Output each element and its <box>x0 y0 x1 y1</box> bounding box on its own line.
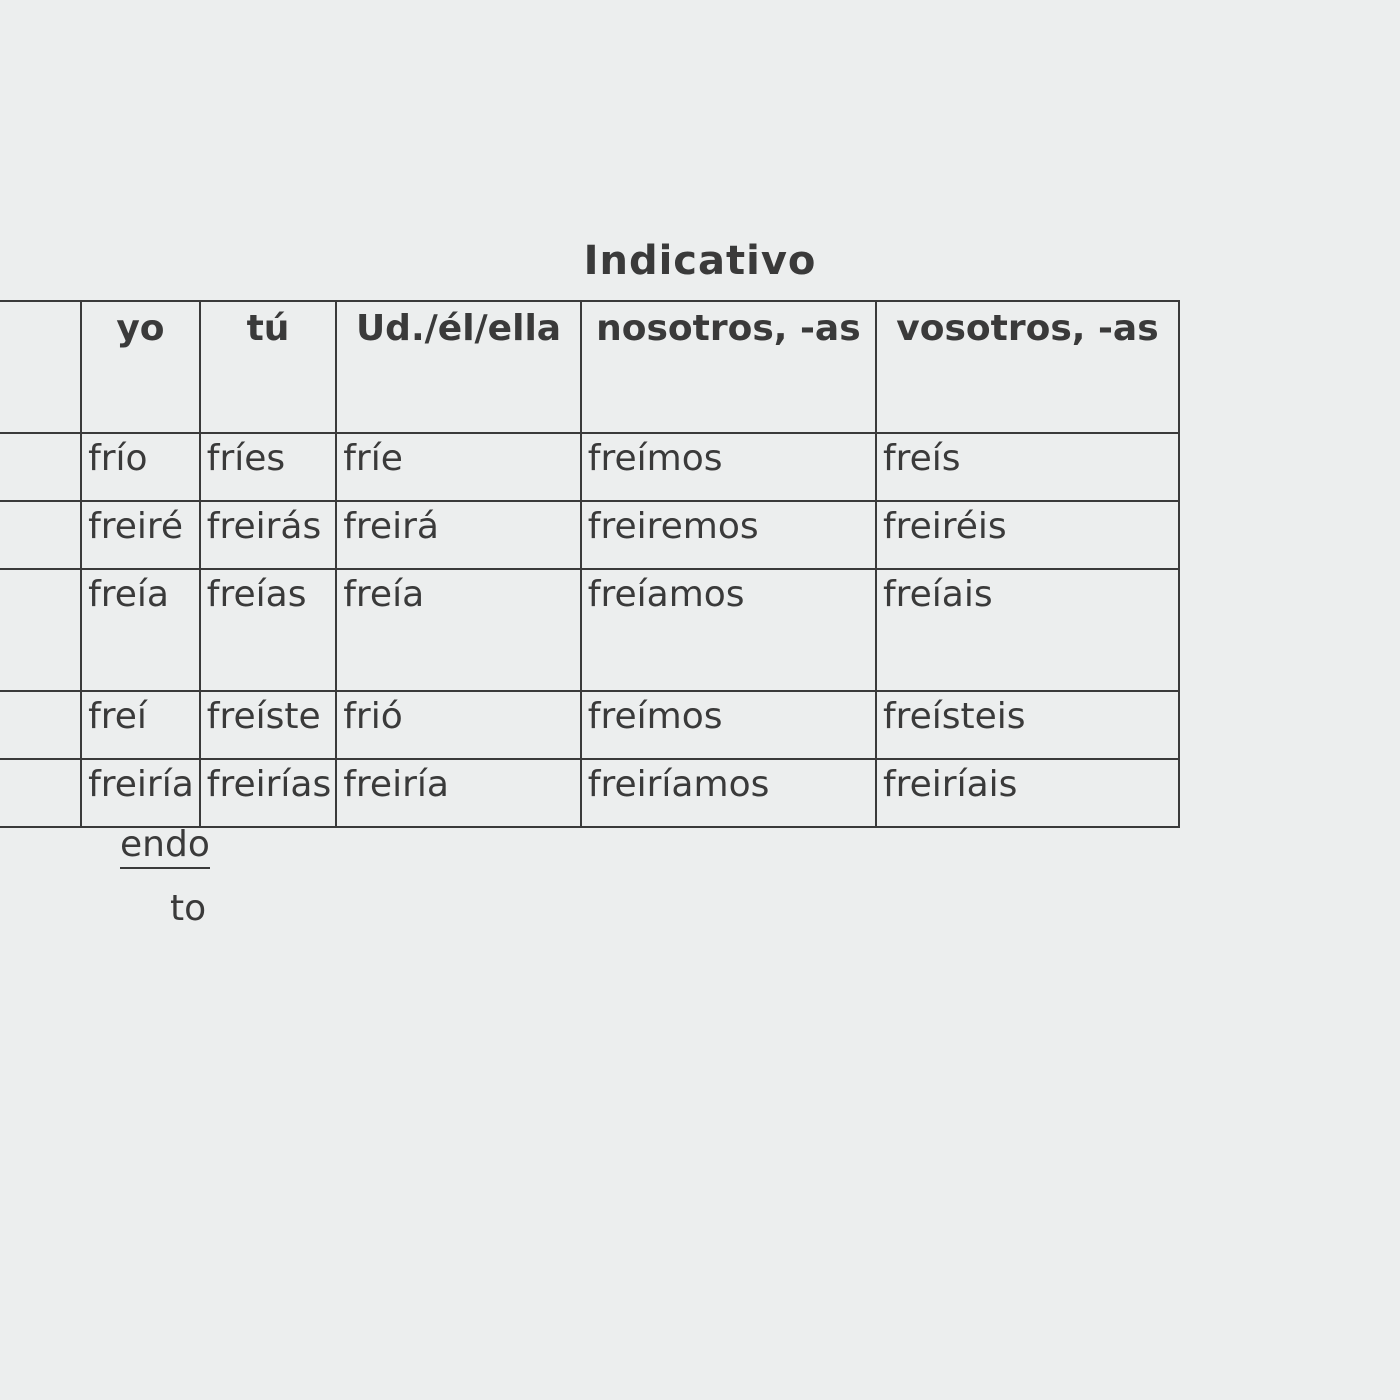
conjugation-cell: freímos <box>581 691 876 759</box>
gerund-line: endo <box>0 824 210 869</box>
conjugation-cell: freías <box>200 569 336 691</box>
conjugation-cell: freirá <box>336 501 581 569</box>
table-row: sed to fry,freíafreíasfreíafreíamosfreía… <box>0 569 1179 691</box>
conjugation-cell: freirías <box>200 759 336 827</box>
english-cell <box>0 501 81 569</box>
conjugation-cell: freímos <box>581 433 876 501</box>
conjugation-cell: freísteis <box>876 691 1179 759</box>
conjugation-cell: freiré <box>81 501 200 569</box>
conjugation-cell: freía <box>336 569 581 691</box>
col-header-english: sh <box>0 301 81 433</box>
conjugation-cell: frío <box>81 433 200 501</box>
conjugation-cell: freíamos <box>581 569 876 691</box>
conjugation-cell: freiréis <box>876 501 1179 569</box>
conjugation-cell: freís <box>876 433 1179 501</box>
conjugation-cell: freíste <box>200 691 336 759</box>
english-cell <box>0 759 81 827</box>
conjugation-cell: freiríais <box>876 759 1179 827</box>
col-header-vosotros: vosotros, -as <box>876 301 1179 433</box>
english-cell <box>0 691 81 759</box>
conjugation-cell: freiría <box>81 759 200 827</box>
conjugation-cell: freiríamos <box>581 759 876 827</box>
table-row: /fríofríesfríefreímosfreís <box>0 433 1179 501</box>
conjugation-cell: fríes <box>200 433 336 501</box>
conjugation-cell: freiría <box>336 759 581 827</box>
participle-line: to <box>0 888 206 929</box>
conjugation-cell: freíais <box>876 569 1179 691</box>
english-cell: sed to fry, <box>0 569 81 691</box>
gerund-suffix: endo <box>120 824 210 869</box>
participle-suffix: to <box>170 888 206 929</box>
conjugation-cell: freía <box>81 569 200 691</box>
table-row: freiréfreirásfreiráfreiremosfreiréis <box>0 501 1179 569</box>
col-header-tu: tú <box>200 301 336 433</box>
conjugation-cell: freí <box>81 691 200 759</box>
section-title: Indicativo <box>0 238 1400 284</box>
table-header-row: sh yo tú Ud./él/ella nosotros, -as vosot… <box>0 301 1179 433</box>
col-header-yo: yo <box>81 301 200 433</box>
conjugation-table: sh yo tú Ud./él/ella nosotros, -as vosot… <box>0 300 1180 828</box>
conjugation-cell: fríe <box>336 433 581 501</box>
conjugation-cell: freiremos <box>581 501 876 569</box>
conjugation-cell: freirás <box>200 501 336 569</box>
conjugation-cell: frió <box>336 691 581 759</box>
col-header-ud: Ud./él/ella <box>336 301 581 433</box>
page-root: Indicativo sh yo tú Ud./él/ella nosotros… <box>0 0 1400 1400</box>
table-row: freiríafreiríasfreiríafreiríamosfreiríai… <box>0 759 1179 827</box>
english-cell: / <box>0 433 81 501</box>
col-header-nosotros: nosotros, -as <box>581 301 876 433</box>
table-row: freífreístefriófreímosfreísteis <box>0 691 1179 759</box>
